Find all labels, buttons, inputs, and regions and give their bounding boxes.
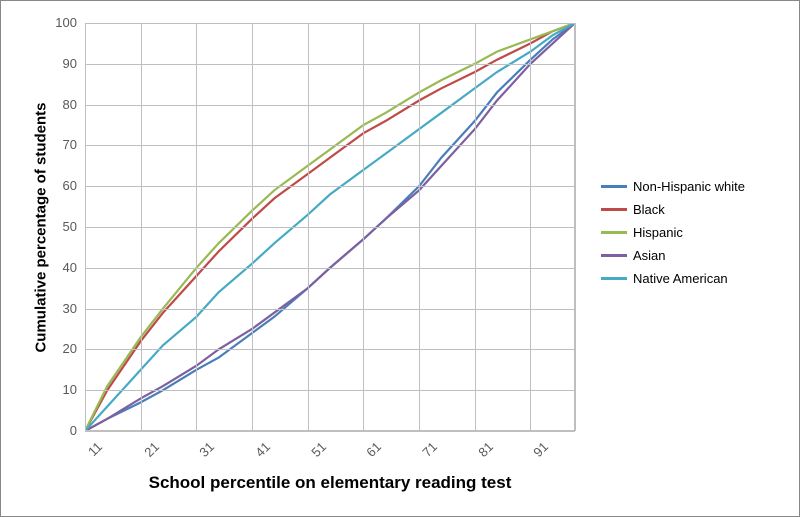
grid-line-v [419, 23, 420, 431]
y-tick-label: 40 [47, 260, 77, 275]
y-tick-label: 20 [47, 341, 77, 356]
grid-line-v [530, 23, 531, 431]
y-tick-label: 90 [47, 56, 77, 71]
grid-line-h [85, 186, 575, 187]
x-tick-label: 41 [252, 439, 273, 460]
legend: Non-Hispanic white Black Hispanic Asian Nati… [601, 171, 745, 294]
y-tick-label: 70 [47, 137, 77, 152]
x-tick-label: 51 [308, 439, 329, 460]
legend-item: Asian [601, 248, 745, 263]
grid-line-h [85, 23, 575, 24]
y-tick-label: 80 [47, 97, 77, 112]
legend-label: Asian [633, 248, 666, 263]
legend-swatch [601, 254, 627, 257]
y-tick-label: 30 [47, 301, 77, 316]
legend-swatch [601, 208, 627, 211]
grid-line-v [308, 23, 309, 431]
y-tick-label: 0 [47, 423, 77, 438]
legend-item: Native American [601, 271, 745, 286]
grid-line-h [85, 105, 575, 106]
x-tick-label: 11 [85, 439, 105, 459]
grid-line-h [85, 349, 575, 350]
grid-line-v [252, 23, 253, 431]
x-tick-label: 81 [475, 439, 496, 460]
grid-line-v [575, 23, 576, 431]
y-tick-label: 10 [47, 382, 77, 397]
y-tick-label: 60 [47, 178, 77, 193]
grid-line-v [475, 23, 476, 431]
grid-line-h [85, 145, 575, 146]
legend-item: Black [601, 202, 745, 217]
legend-label: Native American [633, 271, 728, 286]
x-tick-label: 61 [364, 439, 385, 460]
x-tick-label: 21 [141, 439, 162, 460]
grid-line-h [85, 309, 575, 310]
grid-line-h [85, 390, 575, 391]
x-axis-label: School percentile on elementary reading … [85, 473, 575, 493]
legend-item: Hispanic [601, 225, 745, 240]
legend-item: Non-Hispanic white [601, 179, 745, 194]
grid-line-h [85, 227, 575, 228]
grid-line-v [363, 23, 364, 431]
grid-line-v [196, 23, 197, 431]
grid-line-h [85, 431, 575, 432]
y-tick-label: 100 [47, 15, 77, 30]
grid-line-v [85, 23, 86, 431]
plot-area [85, 23, 575, 431]
legend-swatch [601, 277, 627, 280]
legend-label: Hispanic [633, 225, 683, 240]
legend-swatch [601, 185, 627, 188]
legend-label: Black [633, 202, 665, 217]
chart-container: Cumulative percentage of students School… [0, 0, 800, 517]
legend-swatch [601, 231, 627, 234]
grid-line-h [85, 64, 575, 65]
x-tick-label: 91 [531, 439, 552, 460]
legend-label: Non-Hispanic white [633, 179, 745, 194]
grid-line-h [85, 268, 575, 269]
y-tick-label: 50 [47, 219, 77, 234]
grid-line-v [141, 23, 142, 431]
x-tick-label: 71 [419, 439, 440, 460]
x-tick-label: 31 [197, 439, 218, 460]
